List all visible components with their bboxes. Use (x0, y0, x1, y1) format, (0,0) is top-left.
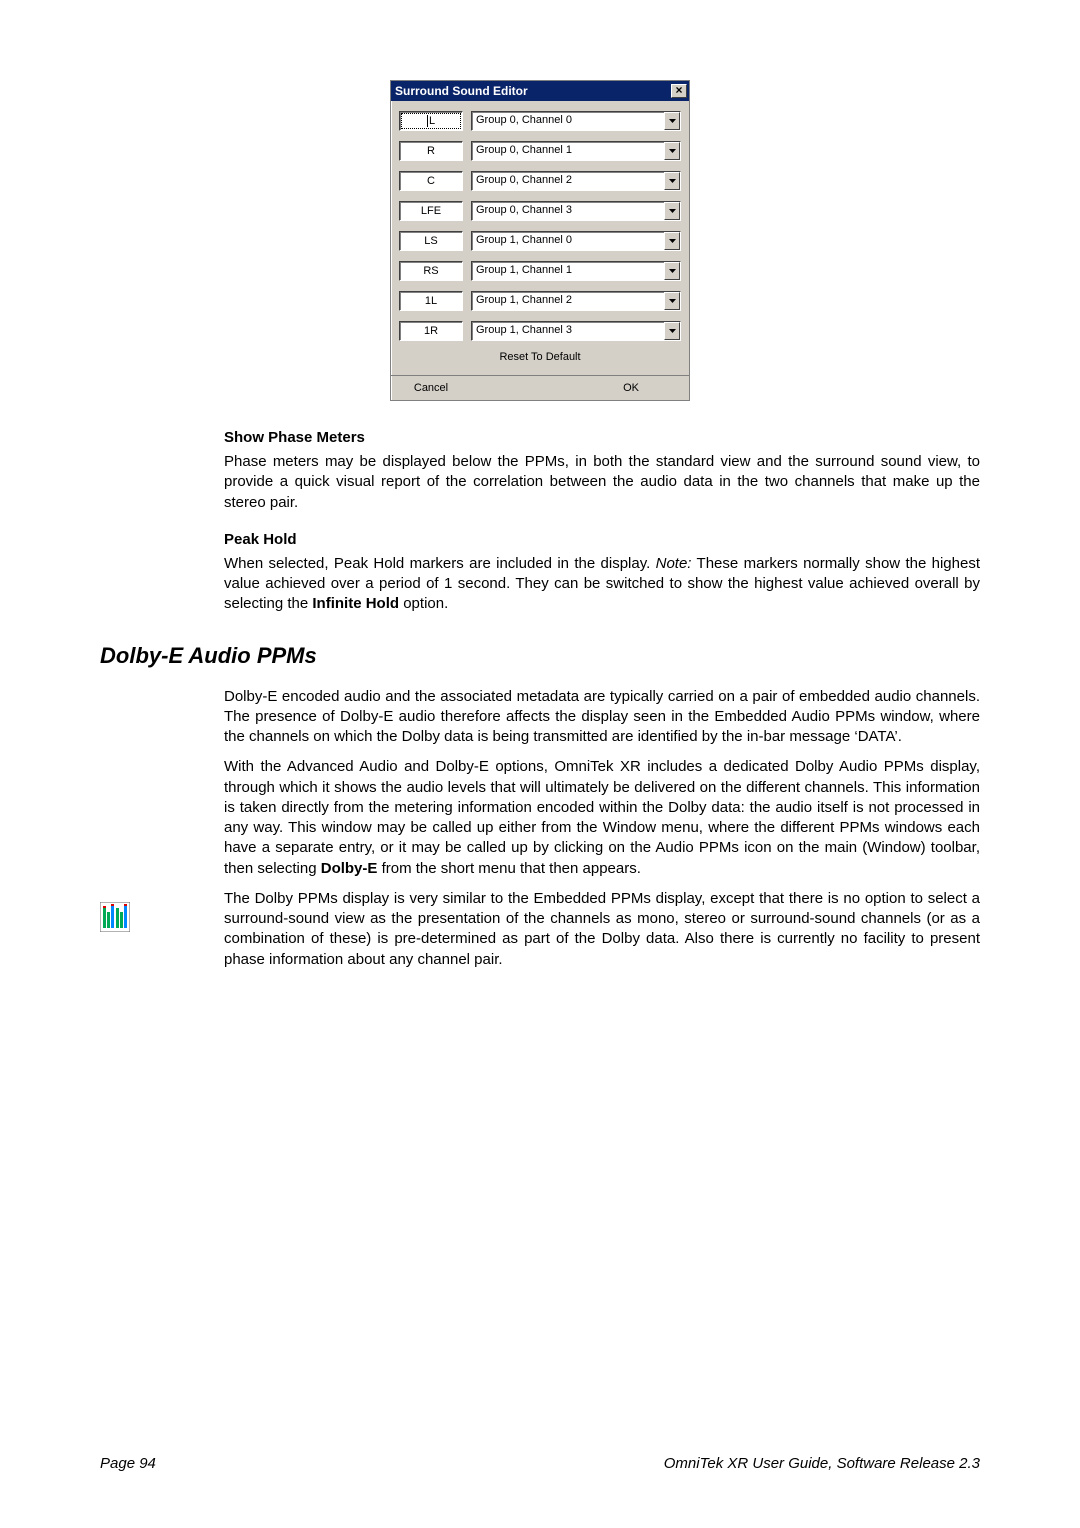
channel-label-field[interactable]: RS (399, 261, 463, 281)
note-label: Note: (656, 555, 692, 572)
bold-text: Infinite Hold (312, 595, 399, 612)
text: When selected, Peak Hold markers are inc… (224, 555, 656, 572)
channel-combo[interactable]: Group 1, Channel 1 (471, 261, 681, 281)
paragraph: The Dolby PPMs display is very similar t… (224, 889, 980, 970)
page-number: Page 94 (100, 1455, 156, 1472)
channel-label-field[interactable]: LFE (399, 201, 463, 221)
reset-to-default-button[interactable]: Reset To Default (399, 351, 681, 363)
subheading-peak-hold: Peak Hold (224, 531, 980, 548)
chevron-down-icon[interactable] (664, 172, 680, 190)
chevron-down-icon[interactable] (664, 142, 680, 160)
channel-row: L Group 0, Channel 0 (399, 111, 681, 131)
channel-combo[interactable]: Group 0, Channel 0 (471, 111, 681, 131)
combo-value: Group 1, Channel 2 (472, 292, 664, 310)
channel-combo[interactable]: Group 0, Channel 2 (471, 171, 681, 191)
combo-value: Group 0, Channel 2 (472, 172, 664, 190)
combo-value: Group 0, Channel 1 (472, 142, 664, 160)
channel-combo[interactable]: Group 1, Channel 0 (471, 231, 681, 251)
dialog-titlebar: Surround Sound Editor × (391, 81, 689, 101)
dialog-button-row: Cancel OK (391, 375, 689, 400)
chevron-down-icon[interactable] (664, 322, 680, 340)
channel-row: R Group 0, Channel 1 (399, 141, 681, 161)
paragraph: Dolby-E encoded audio and the associated… (224, 687, 980, 748)
channel-combo[interactable]: Group 1, Channel 2 (471, 291, 681, 311)
page-footer: Page 94 OmniTek XR User Guide, Software … (100, 1455, 980, 1472)
combo-value: Group 0, Channel 3 (472, 202, 664, 220)
heading-dolby-e-audio-ppms: Dolby-E Audio PPMs (100, 643, 980, 669)
subheading-show-phase-meters: Show Phase Meters (224, 429, 980, 446)
channel-row: 1L Group 1, Channel 2 (399, 291, 681, 311)
surround-sound-editor-dialog: Surround Sound Editor × L Group 0, Channe… (390, 80, 690, 401)
channel-row: 1R Group 1, Channel 3 (399, 321, 681, 341)
dialog-title: Surround Sound Editor (395, 84, 528, 98)
close-icon[interactable]: × (671, 84, 687, 98)
paragraph: When selected, Peak Hold markers are inc… (224, 554, 980, 615)
text: option. (399, 595, 448, 612)
paragraph: Phase meters may be displayed below the … (224, 452, 980, 513)
chevron-down-icon[interactable] (664, 112, 680, 130)
footer-title: OmniTek XR User Guide, Software Release … (664, 1455, 980, 1472)
combo-value: Group 0, Channel 0 (472, 112, 664, 130)
ok-button[interactable]: OK (471, 376, 689, 400)
combo-value: Group 1, Channel 0 (472, 232, 664, 250)
channel-row: LS Group 1, Channel 0 (399, 231, 681, 251)
channel-label-field[interactable]: 1R (399, 321, 463, 341)
chevron-down-icon[interactable] (664, 262, 680, 280)
channel-label-field[interactable]: LS (399, 231, 463, 251)
chevron-down-icon[interactable] (664, 232, 680, 250)
combo-value: Group 1, Channel 1 (472, 262, 664, 280)
bold-text: Dolby-E (321, 860, 378, 877)
text: from the short menu that then appears. (377, 860, 640, 877)
channel-label-field[interactable]: L (399, 111, 463, 131)
combo-value: Group 1, Channel 3 (472, 322, 664, 340)
channel-row: C Group 0, Channel 2 (399, 171, 681, 191)
audio-ppms-icon (100, 902, 130, 932)
channel-combo[interactable]: Group 0, Channel 3 (471, 201, 681, 221)
channel-label-field[interactable]: C (399, 171, 463, 191)
channel-combo[interactable]: Group 0, Channel 1 (471, 141, 681, 161)
cancel-button[interactable]: Cancel (391, 376, 471, 400)
channel-label-field[interactable]: 1L (399, 291, 463, 311)
channel-row: LFE Group 0, Channel 3 (399, 201, 681, 221)
chevron-down-icon[interactable] (664, 292, 680, 310)
channel-combo[interactable]: Group 1, Channel 3 (471, 321, 681, 341)
chevron-down-icon[interactable] (664, 202, 680, 220)
paragraph: With the Advanced Audio and Dolby-E opti… (224, 757, 980, 879)
channel-label-field[interactable]: R (399, 141, 463, 161)
channel-row: RS Group 1, Channel 1 (399, 261, 681, 281)
